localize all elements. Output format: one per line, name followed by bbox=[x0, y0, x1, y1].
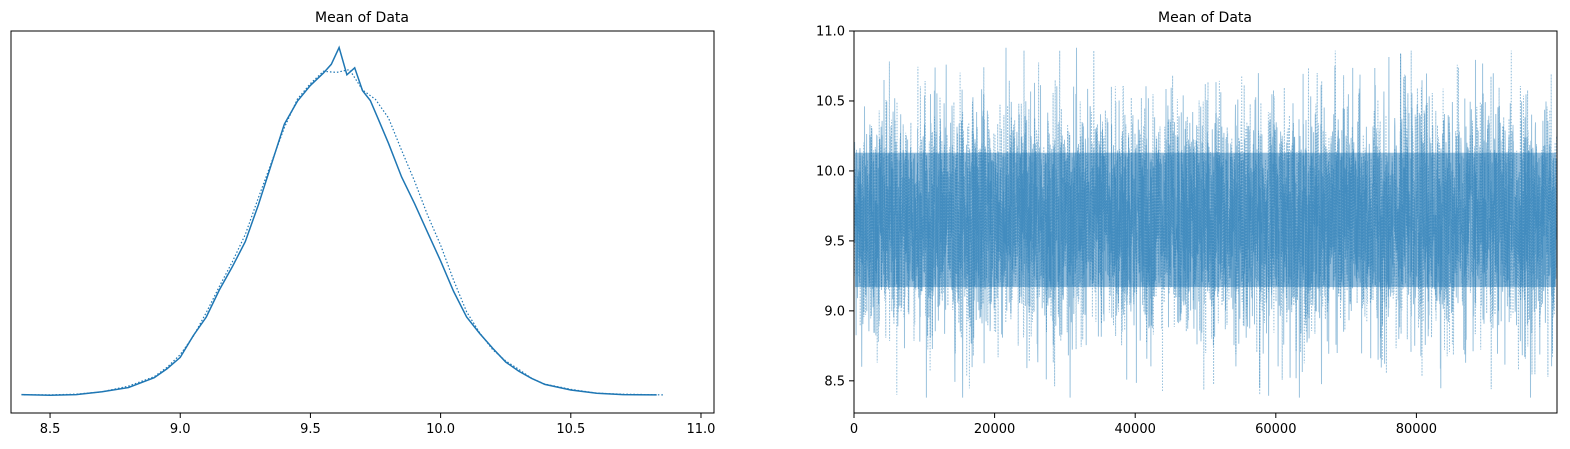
kde-series-solid bbox=[21, 45, 657, 397]
trace-y-tick-label: 9.5 bbox=[824, 234, 845, 249]
trace-x-axis: 0 20000 40000 60000 80000 bbox=[850, 413, 1437, 437]
kde-panel: Mean of Data 8.5 9.0 9.5 10.0 10.5 11.0 bbox=[10, 10, 716, 437]
trace-density-band bbox=[855, 152, 1556, 288]
trace-density-band bbox=[855, 152, 1556, 288]
trace-title: Mean of Data bbox=[1158, 10, 1252, 26]
kde-x-axis: 8.5 9.0 9.5 10.0 10.5 11.0 bbox=[40, 413, 716, 437]
trace-y-tick-label: 8.5 bbox=[824, 374, 845, 389]
kde-x-tick-label: 10.5 bbox=[556, 422, 585, 437]
trace-plot-area bbox=[853, 47, 1558, 398]
trace-series-dotted bbox=[853, 50, 1558, 395]
kde-axes-frame bbox=[10, 30, 715, 414]
trace-x-tick-label: 40000 bbox=[1115, 422, 1156, 437]
trace-x-tick-label: 0 bbox=[850, 422, 858, 437]
trace-axes-frame bbox=[853, 30, 1558, 414]
trace-x-tick-label: 80000 bbox=[1396, 422, 1437, 437]
kde-x-tick-label: 10.0 bbox=[426, 422, 455, 437]
trace-series-solid bbox=[853, 47, 1558, 398]
trace-y-axis: 8.5 9.0 9.5 10.0 10.5 11.0 bbox=[816, 25, 854, 389]
trace-y-tick-label: 9.0 bbox=[824, 304, 845, 319]
kde-series-dotted bbox=[24, 68, 665, 396]
kde-x-tick-label: 9.5 bbox=[300, 422, 321, 437]
kde-x-tick-label: 8.5 bbox=[40, 422, 61, 437]
kde-title: Mean of Data bbox=[315, 10, 409, 26]
trace-x-tick-label: 20000 bbox=[974, 422, 1015, 437]
trace-x-tick-label: 60000 bbox=[1255, 422, 1296, 437]
trace-panel: Mean of Data 0 20000 40000 60000 80000 8.5 9.… bbox=[816, 10, 1558, 437]
kde-plot-area bbox=[21, 45, 665, 397]
kde-x-tick-label: 9.0 bbox=[170, 422, 191, 437]
trace-y-tick-label: 10.0 bbox=[816, 164, 845, 179]
kde-x-tick-label: 11.0 bbox=[687, 422, 716, 437]
trace-y-tick-label: 10.5 bbox=[816, 94, 845, 109]
trace-y-tick-label: 11.0 bbox=[816, 25, 845, 40]
